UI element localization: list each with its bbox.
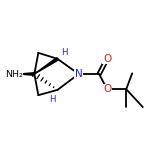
Text: H: H (62, 48, 68, 57)
Text: O: O (103, 84, 111, 94)
Polygon shape (34, 58, 58, 74)
Text: H: H (49, 95, 55, 104)
Polygon shape (19, 73, 34, 75)
Text: N: N (75, 69, 83, 79)
Text: NH₂: NH₂ (5, 69, 23, 79)
Text: O: O (103, 54, 111, 64)
